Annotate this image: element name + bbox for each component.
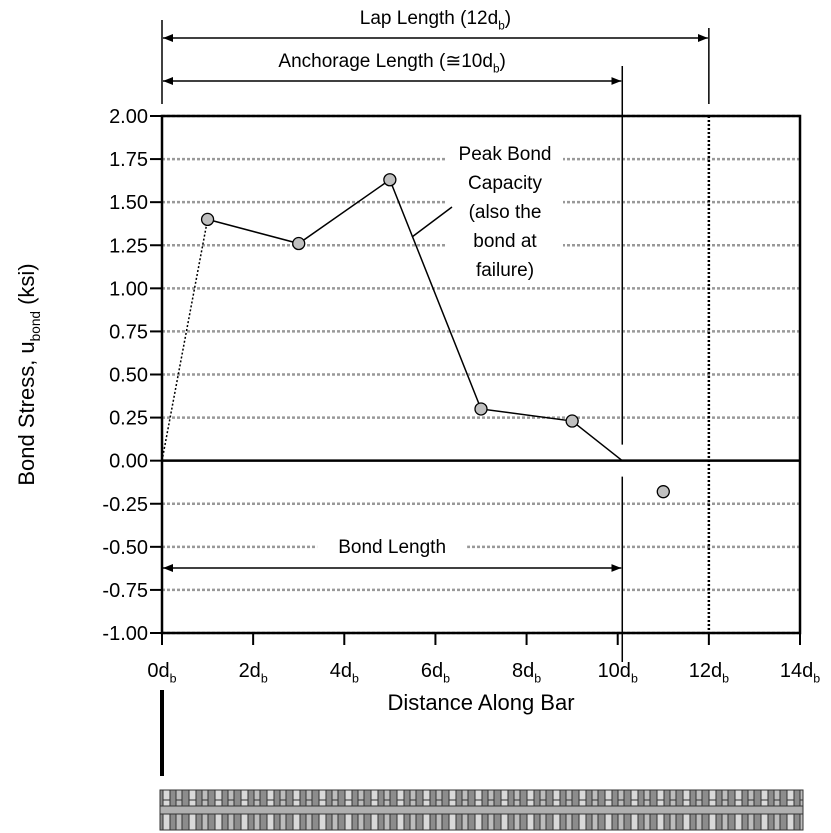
y-tick-label: 0.25 — [109, 408, 148, 430]
x-tick-label-sub: b — [631, 672, 638, 686]
x-tick-label: 4db — [330, 660, 359, 686]
x-tick-label-main: 14d — [780, 660, 813, 682]
y-axis-title-main: Bond Stress, u — [14, 341, 39, 485]
annotation-label-tail: ) — [500, 51, 506, 72]
y-tick-label: 1.25 — [109, 235, 148, 257]
rebar-illustration — [159, 690, 804, 831]
x-tick-label: 12db — [689, 660, 729, 686]
x-tick-label-sub: b — [352, 672, 359, 686]
peak-note: Capacity — [468, 173, 542, 194]
note-leader — [411, 206, 453, 238]
x-tick-label-sub: b — [722, 672, 729, 686]
peak-note: (also the — [469, 202, 542, 223]
x-tick-label-main: 2d — [239, 660, 261, 682]
y-tick-label: 0.00 — [109, 451, 148, 473]
annotation-label-main: Bond Length — [338, 537, 446, 558]
annotation-label: Anchorage Length (≅10db) — [278, 51, 505, 75]
y-axis-title-tail: (ksi) — [14, 263, 39, 311]
x-tick-label: 2db — [239, 660, 268, 686]
annotation-label-main: Anchorage Length (≅10d — [278, 51, 493, 72]
x-tick-label-sub: b — [813, 672, 820, 686]
y-tick-label: -0.75 — [102, 580, 148, 602]
y-tick-label: 1.75 — [109, 149, 148, 171]
y-tick-label: -0.50 — [102, 537, 148, 559]
x-tick-label-main: 10d — [598, 660, 631, 682]
y-tick-label: 0.50 — [109, 365, 148, 387]
data-point — [292, 236, 306, 251]
annotation-label-sub: b — [498, 19, 505, 32]
extrapolated-line — [161, 219, 209, 461]
plot-frame — [160, 114, 802, 635]
y-tick-label: 1.50 — [109, 192, 148, 214]
x-tick-label-main: 6d — [421, 660, 443, 682]
x-tick-label: 6db — [421, 660, 450, 686]
x-tick-label-sub: b — [443, 672, 450, 686]
bond-line — [207, 178, 623, 462]
peak-note: Peak Bond — [459, 144, 552, 165]
x-tick-label: 10db — [598, 660, 638, 686]
y-axis-title: Bond Stress, ubond (ksi) — [14, 263, 43, 485]
x-tick-label-main: 0d — [147, 660, 169, 682]
x-tick-label-sub: b — [261, 672, 268, 686]
x-tick-label-sub: b — [534, 672, 541, 686]
data-point — [383, 173, 397, 187]
peak-note: failure) — [476, 260, 534, 281]
x-tick-label-sub: b — [170, 672, 177, 686]
x-tick-label: 0db — [147, 660, 176, 686]
x-axis-title: Distance Along Bar — [387, 690, 574, 715]
rebar-longitudinal-rib — [159, 805, 804, 815]
data-point — [656, 485, 670, 499]
note-background — [447, 138, 563, 278]
y-tick-label: -1.00 — [102, 623, 148, 645]
x-tick-label-main: 12d — [689, 660, 722, 682]
y-tick-label: 2.00 — [109, 106, 148, 128]
annotation-label: Lap Length (12db) — [360, 8, 511, 32]
data-point — [565, 414, 579, 428]
y-tick-label: 1.00 — [109, 278, 148, 300]
y-tick-label: 0.75 — [109, 321, 148, 343]
data-point — [200, 212, 215, 227]
annotation-label: Bond Length — [338, 537, 446, 558]
x-tick-label: 8db — [512, 660, 541, 686]
x-tick-label: 14db — [780, 660, 820, 686]
y-tick-label: -0.25 — [102, 494, 148, 516]
y-axis-title-sub: bond — [28, 311, 43, 341]
x-tick-label-main: 4d — [330, 660, 352, 682]
label-background — [317, 537, 468, 559]
data-point — [474, 402, 488, 416]
annotation-label-tail: ) — [505, 8, 511, 29]
peak-note: bond at — [473, 231, 537, 252]
annotation-label-sub: b — [493, 62, 500, 75]
annotation-label-main: Lap Length (12d — [360, 8, 498, 29]
x-tick-label-main: 8d — [512, 660, 534, 682]
